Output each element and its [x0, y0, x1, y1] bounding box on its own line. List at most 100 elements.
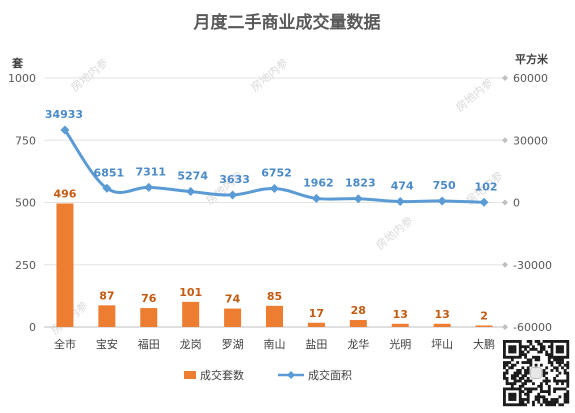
qr-module: [545, 340, 549, 343]
qr-module: [529, 387, 533, 391]
qr-module: [532, 387, 535, 391]
qr-module: [550, 350, 554, 354]
qr-module: [534, 395, 538, 399]
legend-bar-label: 成交套数: [200, 368, 244, 382]
bar-南山: [266, 305, 283, 327]
qr-module: [547, 358, 551, 362]
qr-module: [503, 347, 506, 351]
qr-module: [526, 358, 530, 362]
qr-module: [518, 355, 522, 359]
qr-module: [524, 392, 527, 396]
qr-module: [547, 379, 551, 383]
qr-module: [505, 382, 509, 386]
qr-module: [513, 376, 517, 380]
line-value-label: 1962: [303, 176, 334, 189]
qr-module: [561, 350, 564, 354]
bar-罗湖: [224, 308, 242, 327]
bar-value-label: 13: [393, 308, 408, 321]
qr-module: [566, 400, 570, 404]
qr-module: [566, 340, 570, 343]
line-point-坪山: [437, 196, 447, 206]
qr-module: [566, 363, 570, 367]
qr-module: [521, 353, 525, 357]
qr-module: [516, 403, 520, 407]
qr-module: [550, 342, 554, 346]
qr-module: [508, 355, 512, 359]
qr-module: [539, 345, 543, 349]
qr-module: [503, 353, 506, 357]
qr-module: [553, 398, 556, 401]
qr-module: [510, 382, 514, 386]
qr-module: [529, 358, 533, 362]
qr-module: [550, 403, 554, 407]
qr-module: [545, 398, 549, 401]
qr-module: [510, 395, 514, 399]
qr-module: [566, 361, 570, 364]
qr-module: [503, 395, 506, 399]
qr-module: [505, 369, 509, 372]
right-tick-label: 60000: [513, 72, 548, 85]
category-label: 南山: [264, 338, 286, 351]
qr-module: [547, 392, 551, 396]
qr-module: [526, 340, 530, 343]
qr-module: [513, 347, 517, 351]
qr-module: [555, 374, 559, 378]
qr-module: [518, 347, 522, 351]
qr-module: [521, 384, 525, 388]
qr-module: [566, 342, 570, 346]
qr-module: [563, 392, 567, 396]
qr-module: [524, 371, 527, 375]
watermark: 房地内参: [373, 213, 416, 252]
qr-module: [510, 392, 514, 396]
qr-module: [508, 366, 512, 370]
qr-module: [526, 387, 530, 391]
qr-module: [529, 361, 533, 364]
qr-module: [542, 398, 546, 401]
qr-module: [508, 350, 512, 354]
right-tick-label: -60000: [513, 321, 552, 334]
right-tick-label: 0: [513, 197, 520, 210]
right-axis-unit: 平方米: [515, 52, 549, 66]
qr-module: [503, 340, 506, 343]
qr-module: [513, 355, 517, 359]
qr-module: [524, 403, 527, 407]
right-axis-ticks: 60000 30000 0 -30000 -60000: [502, 72, 552, 334]
bar-大鹏: [475, 325, 493, 327]
qr-module: [561, 358, 564, 362]
left-tick-label: 0: [29, 321, 36, 334]
category-label: 宝安: [96, 337, 118, 351]
qr-module: [529, 342, 533, 346]
qr-module: [518, 392, 522, 396]
qr-module: [505, 355, 509, 359]
qr-module: [558, 340, 562, 343]
qr-module: [513, 395, 517, 399]
qr-module: [537, 342, 541, 346]
qr-module: [566, 390, 570, 393]
category-label: 龙岗: [180, 338, 202, 351]
bar-value-label: 2: [480, 310, 488, 323]
qr-module: [537, 358, 541, 362]
bar-value-label: 28: [351, 304, 366, 317]
qr-logo: [530, 367, 542, 379]
line-point-罗湖: [228, 190, 238, 200]
qr-module: [524, 345, 527, 349]
qr-module: [566, 374, 570, 378]
line-value-label: 34933: [45, 108, 83, 121]
qr-module: [505, 361, 509, 364]
qr-module: [545, 379, 549, 383]
qr-module: [561, 387, 564, 391]
qr-module: [526, 350, 530, 354]
qr-module: [518, 395, 522, 399]
qr-module: [561, 382, 564, 386]
qr-module: [529, 340, 533, 343]
qr-module: [516, 371, 520, 375]
qr-module: [526, 369, 530, 372]
watermark: 房地内参: [68, 55, 111, 94]
qr-module: [516, 361, 520, 364]
qr-module: [510, 403, 514, 407]
qr-module: [534, 358, 538, 362]
category-labels: 全市 宝安 福田 龙岗 罗湖 南山 盐田 龙华 光明 坪山 大鹏: [54, 337, 495, 351]
qr-module: [510, 355, 514, 359]
qr-module: [545, 350, 549, 354]
